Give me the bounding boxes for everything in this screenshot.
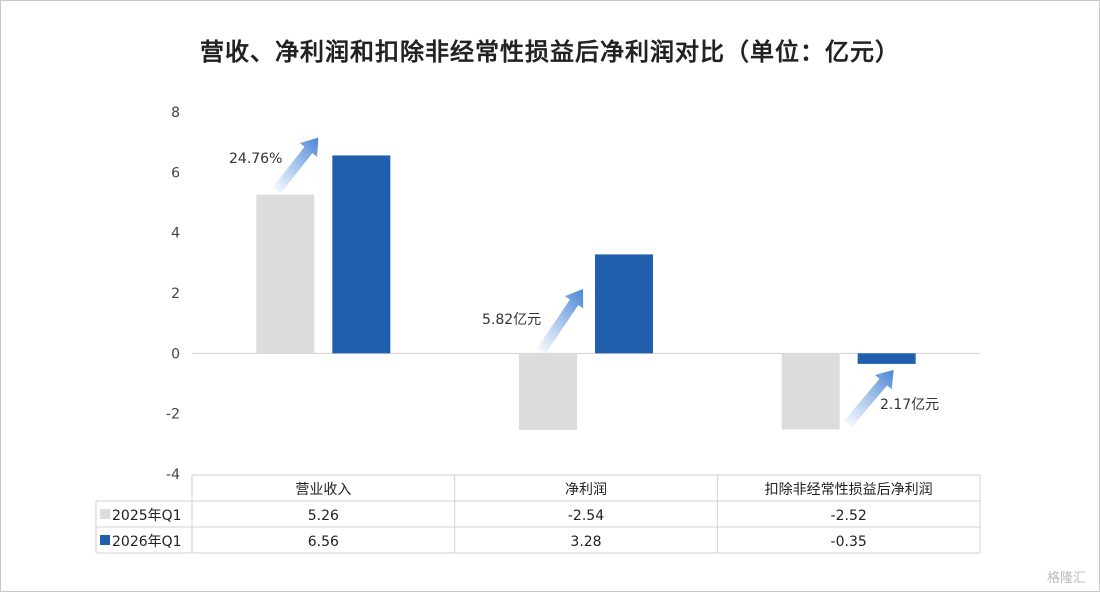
table-value-cell: 3.28 — [570, 534, 601, 550]
table-value-cell: 6.56 — [308, 534, 339, 550]
legend-label: 2026年Q1 — [112, 534, 182, 550]
y-tick-label: 4 — [171, 226, 180, 242]
bar-2025q1-2 — [781, 353, 840, 430]
growth-arrow-revenue — [272, 137, 319, 194]
table-value-cell: 5.26 — [308, 508, 339, 524]
bar-2025q1-1 — [519, 353, 577, 430]
legend-label: 2025年Q1 — [112, 508, 182, 524]
legend-swatch — [100, 509, 110, 519]
table-header-cell: 营业收入 — [295, 482, 351, 498]
annotation-net-profit-change: 5.82亿元 — [482, 312, 541, 328]
annotation-revenue-growth: 24.76% — [229, 151, 282, 167]
table-value-cell: -0.35 — [831, 534, 867, 550]
table-header-cell: 净利润 — [565, 482, 607, 498]
growth-arrow-deducted-profit — [843, 369, 894, 428]
growth-arrow-net-profit — [536, 289, 584, 355]
chart-title: 营收、净利润和扣除非经常性损益后净利润对比（单位：亿元） — [200, 38, 900, 66]
table-value-cell: -2.52 — [831, 508, 867, 524]
y-tick-label: 2 — [171, 286, 180, 302]
bar-2026q1-0 — [332, 155, 391, 354]
bar-2025q1-0 — [256, 194, 315, 354]
y-tick-label: 0 — [171, 346, 180, 362]
bar-2026q1-1 — [595, 254, 653, 354]
table-value-cell: -2.54 — [568, 508, 604, 524]
y-tick-label: -2 — [166, 407, 180, 423]
bar-2026q1-2 — [857, 353, 916, 364]
watermark-logo: 格隆汇 — [1046, 571, 1086, 586]
y-tick-label: 6 — [171, 165, 180, 181]
y-tick-label: -4 — [166, 467, 180, 483]
y-tick-label: 8 — [171, 105, 180, 121]
legend-swatch — [100, 535, 110, 545]
annotation-deducted-profit-change: 2.17亿元 — [880, 397, 939, 413]
table-header-cell: 扣除非经常性损益后净利润 — [765, 482, 933, 498]
